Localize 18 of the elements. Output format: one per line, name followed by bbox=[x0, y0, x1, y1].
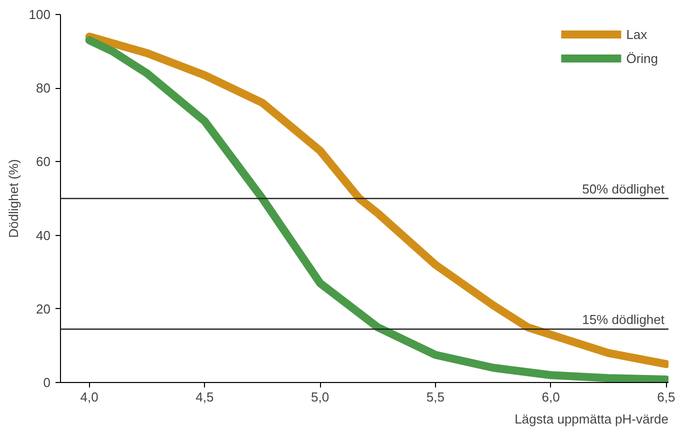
x-tick-label: 6,5 bbox=[657, 390, 676, 404]
y-tick-label: 80 bbox=[36, 80, 51, 96]
x-tick-label: 5,0 bbox=[311, 390, 330, 404]
legend-label: Öring bbox=[626, 50, 658, 66]
x-tick-label: 4,0 bbox=[80, 390, 98, 404]
y-tick-label: 40 bbox=[36, 228, 51, 243]
ref-line-label: 15% dödlighet bbox=[582, 312, 665, 328]
x-tick-label: 6,0 bbox=[542, 390, 560, 404]
y-tick-label: 0 bbox=[43, 375, 51, 390]
y-tick-label: 20 bbox=[36, 301, 51, 316]
x-axis-title: Lägsta uppmätta pH-värde bbox=[514, 412, 669, 426]
x-tick-label: 5,5 bbox=[426, 390, 444, 404]
y-tick-label: 60 bbox=[36, 154, 51, 170]
legend-label: Lax bbox=[626, 26, 648, 42]
y-axis-title: Dödlighet (%) bbox=[6, 159, 21, 238]
ref-line-label: 50% dödlighet bbox=[582, 182, 665, 196]
x-tick-label: 4,5 bbox=[196, 390, 214, 404]
y-tick-label: 100 bbox=[28, 7, 51, 22]
